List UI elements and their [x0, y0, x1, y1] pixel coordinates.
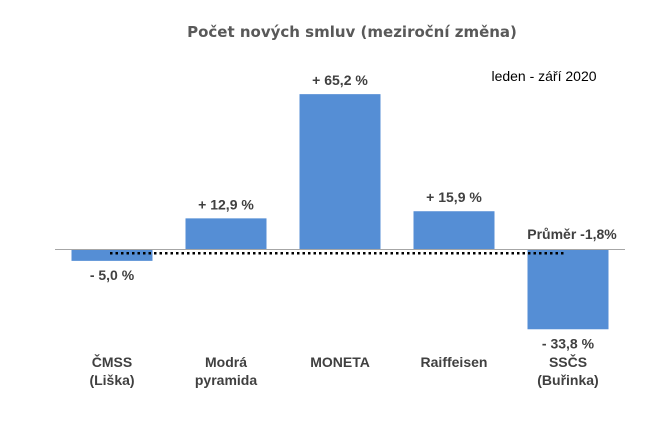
data-label-5: - 33,8 %	[542, 335, 595, 351]
bar-5	[527, 249, 609, 330]
bar-3	[299, 94, 381, 250]
bars-group	[71, 94, 609, 330]
data-label-3: + 65,2 %	[312, 72, 368, 88]
data-label-1: - 5,0 %	[90, 267, 135, 283]
period-label: leden - září 2020	[491, 68, 596, 84]
data-label-2: + 12,9 %	[198, 196, 254, 212]
category-labels-group: ČMSS (Liška) Modrá pyramida MONETA Raiffeisen…	[89, 353, 598, 388]
category-label-3: MONETA	[310, 354, 370, 370]
bar-1	[71, 249, 153, 261]
average-label: Průměr -1,8%	[527, 226, 617, 242]
bar-2	[185, 218, 267, 249]
category-label-2-line-1: Modrá	[205, 354, 247, 370]
category-label-4: Raiffeisen	[421, 354, 488, 370]
category-label-5-line-1: SSČS	[549, 353, 587, 370]
data-label-4: + 15,9 %	[426, 189, 482, 205]
category-label-2-line-2: pyramida	[195, 372, 257, 388]
chart-title: Počet nových smluv (meziroční změna)	[187, 23, 517, 41]
bar-4	[413, 211, 495, 249]
category-label-5-line-2: (Buřinka)	[537, 372, 598, 388]
category-label-1-line-2: (Liška)	[89, 372, 134, 388]
data-labels-group: - 5,0 % + 12,9 % + 65,2 % + 15,9 % - 33,8 %	[90, 72, 595, 351]
category-label-1-line-1: ČMSS	[92, 353, 132, 370]
